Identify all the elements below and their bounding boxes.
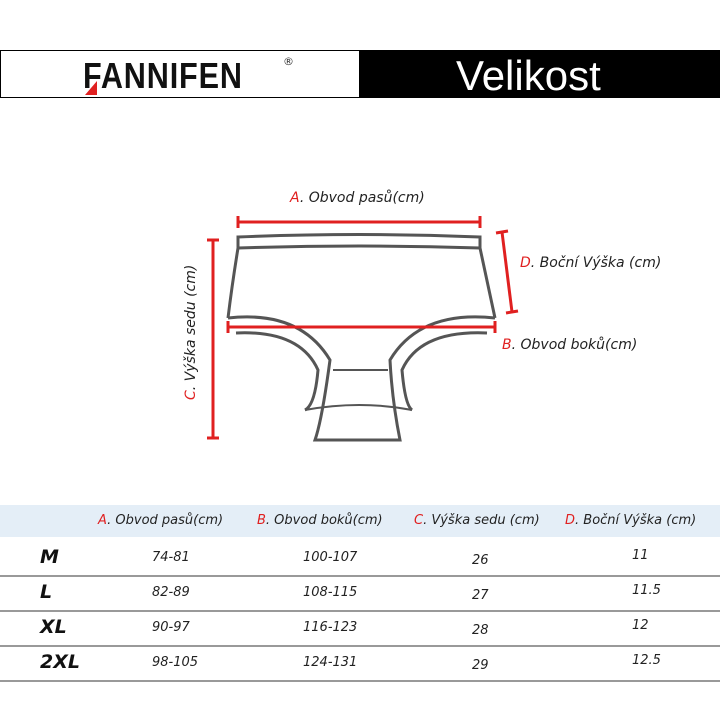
cell-waist: 74-81: [152, 550, 190, 565]
table-header: A. Obvod pasů(cm) B. Obvod boků(cm) C. V…: [0, 505, 720, 537]
header: FANNIFEN ® Velikost: [0, 50, 720, 99]
size-label: 2XL: [40, 651, 80, 673]
cell-hip: 124-131: [303, 655, 358, 670]
registered-mark: ®: [283, 55, 294, 68]
cell-waist: 82-89: [152, 585, 190, 600]
column-header-hip: B. Obvod boků(cm): [257, 513, 383, 528]
cell-side-height: 11: [632, 548, 649, 563]
logo-triangle-icon: [85, 81, 97, 95]
column-header-rise: C. Výška sedu (cm): [414, 513, 540, 528]
cell-rise: 27: [472, 588, 489, 603]
page-title: Velikost: [456, 52, 601, 99]
column-header-side-height: D. Boční Výška (cm): [565, 513, 697, 528]
cell-hip: 108-115: [303, 585, 358, 600]
brand-logo: FANNIFEN ®: [0, 50, 360, 98]
label-hip: B. Obvod boků(cm): [502, 337, 638, 353]
cell-waist: 98-105: [152, 655, 199, 670]
title-box: Velikost: [360, 50, 720, 99]
cell-waist: 90-97: [152, 620, 190, 635]
cell-rise: 29: [472, 658, 489, 673]
cell-side-height: 12.5: [632, 653, 661, 668]
table-row: XL 90-97 116-123 28 12: [0, 610, 720, 647]
garment-illustration: [207, 216, 519, 442]
cell-rise: 28: [472, 623, 489, 638]
garment-diagram: A. Obvod pasů(cm) D. Boční Výška (cm) B.…: [0, 170, 720, 470]
cell-hip: 100-107: [303, 550, 358, 565]
table-row: 2XL 98-105 124-131 29 12.5: [0, 645, 720, 682]
table-row: M 74-81 100-107 26 11: [0, 540, 720, 577]
cell-side-height: 12: [632, 618, 649, 633]
cell-side-height: 11.5: [632, 583, 661, 598]
label-rise: C. Výška sedu (cm): [183, 264, 199, 400]
table-row: L 82-89 108-115 27 11.5: [0, 575, 720, 612]
size-label: M: [40, 546, 59, 568]
size-label: XL: [40, 616, 67, 638]
brand-name: FANNIFEN: [83, 55, 243, 96]
cell-hip: 116-123: [303, 620, 358, 635]
label-waist: A. Obvod pasů(cm): [290, 190, 425, 206]
column-header-waist: A. Obvod pasů(cm): [98, 513, 224, 528]
cell-rise: 26: [472, 553, 489, 568]
size-label: L: [40, 581, 53, 603]
label-side-height: D. Boční Výška (cm): [520, 255, 662, 271]
